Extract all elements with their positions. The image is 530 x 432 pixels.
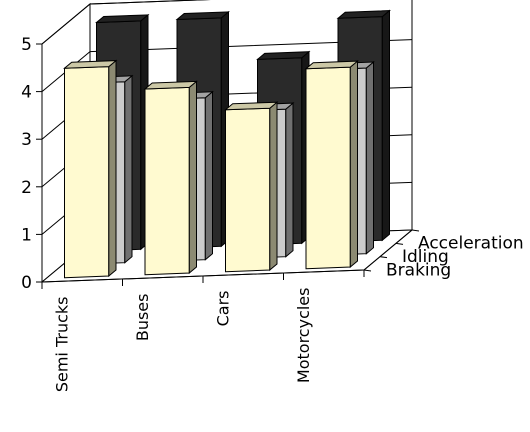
depth-tick	[379, 256, 388, 259]
bar-side	[204, 90, 213, 261]
bar-side	[124, 74, 133, 264]
bar-side	[285, 102, 294, 258]
bar	[224, 101, 279, 273]
gridline	[41, 0, 211, 45]
depth-tick	[411, 229, 420, 232]
bar	[304, 60, 359, 270]
series-labels: Braking Idling Acceleration	[386, 234, 524, 281]
category-labels: Semi Trucks Buses Cars Motorcycles	[52, 288, 313, 393]
bar-top	[95, 14, 150, 24]
bar-front	[144, 86, 190, 276]
y-tick-label: 4	[21, 83, 32, 103]
bar-top	[336, 10, 391, 19]
bar-top	[304, 60, 359, 70]
bars	[63, 9, 391, 279]
axes	[36, 43, 420, 289]
y-tick-label: 3	[21, 130, 32, 150]
bar	[63, 59, 118, 279]
series-label: Braking	[386, 260, 451, 280]
depth-axis	[363, 229, 413, 271]
category-label: Motorcycles	[294, 288, 313, 384]
category-label: Cars	[213, 291, 232, 327]
bar-top	[256, 51, 311, 60]
bar-front	[305, 66, 351, 270]
category-label: Buses	[133, 294, 152, 342]
bar	[143, 80, 198, 276]
bar-top	[224, 101, 279, 111]
category-label: Semi Trucks	[52, 297, 71, 393]
bar-side	[349, 60, 358, 269]
y-tick-label: 2	[21, 178, 32, 198]
depth-tick	[395, 242, 404, 245]
gridline	[41, 39, 413, 92]
y-tick-label: 0	[21, 273, 32, 293]
bar-top	[63, 60, 118, 69]
bar-side	[365, 60, 374, 255]
bar-front	[64, 66, 110, 279]
y-tick-label: 5	[21, 35, 32, 55]
series-label: Idling	[402, 247, 449, 267]
bar-front	[225, 107, 271, 273]
bar-top	[175, 11, 230, 21]
y-tick-label: 1	[21, 225, 32, 245]
bar-top	[143, 80, 198, 90]
depth-tick	[363, 269, 372, 272]
bar-side	[108, 59, 117, 278]
y-tick-labels: 0 1 2 3 4 5	[21, 35, 32, 293]
bar-side	[188, 80, 197, 275]
bar-side	[269, 101, 278, 272]
series-label: Acceleration	[418, 234, 524, 254]
bar-side	[381, 9, 390, 242]
